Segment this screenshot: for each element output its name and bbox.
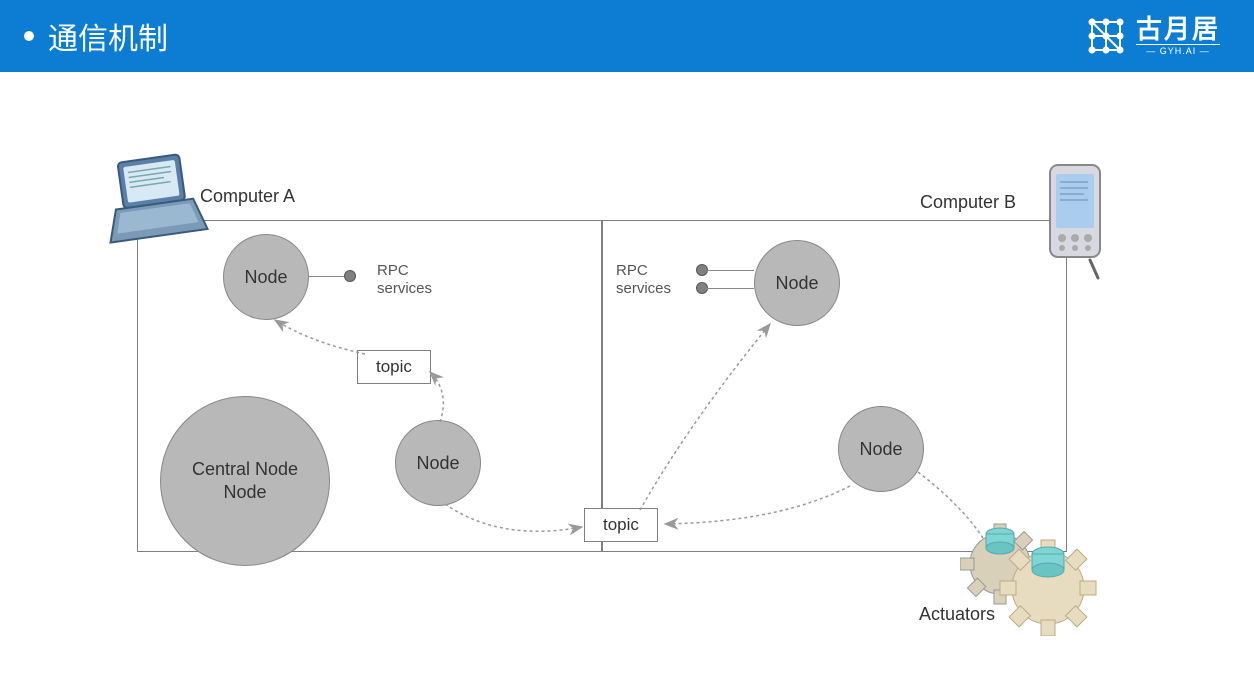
node-b1-label: Node xyxy=(775,273,818,294)
rpc-a-line xyxy=(308,276,344,277)
node-a2-label: Node xyxy=(416,453,459,474)
logo-main-text: 古月居 xyxy=(1136,15,1220,44)
logo-sub-text: — GYH.AI — xyxy=(1136,44,1220,57)
node-a1-label: Node xyxy=(244,267,287,288)
node-a1: Node xyxy=(223,234,309,320)
rpc-b-label: RPC services xyxy=(616,262,671,298)
topic-a: topic xyxy=(357,350,431,384)
central-node: Central Node Node xyxy=(160,396,330,566)
rpc-a-dot xyxy=(344,270,356,282)
header-title: 通信机制 xyxy=(48,14,168,58)
actuators-label: Actuators xyxy=(919,604,995,625)
topic-b: topic xyxy=(584,508,658,542)
rpc-b-line2 xyxy=(706,288,754,289)
logo-network-icon xyxy=(1084,14,1128,58)
laptop-icon xyxy=(95,150,215,250)
logo-text: 古月居 — GYH.AI — xyxy=(1136,15,1220,56)
header-bar: 通信机制 xyxy=(0,0,1254,72)
node-b2: Node xyxy=(838,406,924,492)
node-b1: Node xyxy=(754,240,840,326)
topic-a-label: topic xyxy=(376,357,412,376)
topic-b-label: topic xyxy=(603,515,639,534)
central-node-label: Central Node Node xyxy=(192,458,298,505)
node-a2: Node xyxy=(395,420,481,506)
node-b2-label: Node xyxy=(859,439,902,460)
rpc-b-line1 xyxy=(706,270,754,271)
bullet-icon xyxy=(24,31,34,41)
diagram-canvas: Computer A Computer B xyxy=(0,72,1254,699)
pda-icon xyxy=(1040,160,1110,280)
header-left: 通信机制 xyxy=(24,14,168,58)
brand-logo: 古月居 — GYH.AI — xyxy=(1074,8,1230,64)
rpc-a-label: RPC services xyxy=(377,262,432,298)
computer-b-label: Computer B xyxy=(920,192,1016,213)
